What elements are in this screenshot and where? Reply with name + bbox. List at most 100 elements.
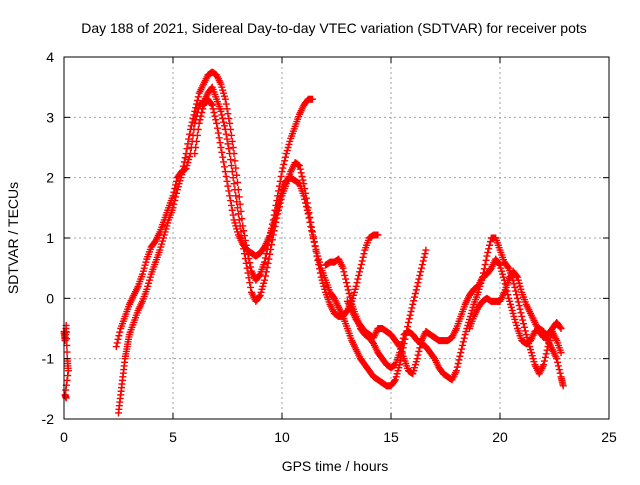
data-point [495,260,503,268]
data-point [414,279,422,287]
data-point [343,279,351,287]
data-point [273,207,281,215]
data-point [486,238,494,246]
data-point [228,206,236,214]
data-point [486,241,494,249]
data-point [196,116,204,124]
data-point [555,366,563,374]
data-point [112,343,120,351]
x-tick-label: 10 [274,429,290,445]
data-point [512,287,520,295]
x-axis-label: GPS time / hours [282,458,389,474]
data-point [229,144,237,151]
data-point [276,177,284,185]
data-point [272,211,280,219]
data-point [556,323,564,331]
data-point [255,271,263,279]
data-point [398,338,406,346]
data-point [453,363,461,371]
data-point [295,162,303,170]
data-point [172,177,180,185]
data-point [234,204,242,212]
data-point [227,131,235,139]
data-point [274,204,282,212]
data-point [417,340,425,348]
data-point [220,158,228,166]
data-point [419,257,427,265]
data-point [221,95,229,103]
data-point [232,192,240,200]
data-point [214,129,222,137]
data-point [261,272,269,280]
data-point [218,148,226,156]
x-tick-label: 0 [60,429,68,445]
data-point [300,192,308,200]
data-point [306,218,314,226]
data-point [455,356,463,364]
data-point [223,177,231,185]
data-point [458,345,466,353]
data-point [191,150,199,158]
data-point [226,119,234,127]
data-point [357,261,365,269]
data-point [559,382,567,390]
data-point [281,153,289,161]
data-point [459,341,467,349]
data-point [223,135,231,143]
data-point [406,311,414,319]
data-point [519,316,527,324]
data-point [229,174,237,182]
y-tick-label: 3 [46,109,54,125]
data-point [219,115,227,123]
data-point [420,253,428,261]
data-point [279,164,287,172]
data-point [222,130,230,138]
data-point [225,115,233,123]
data-point [170,200,178,208]
data-point [416,344,424,352]
data-point [263,264,271,272]
data-point [513,294,521,302]
data-point [554,358,562,366]
data-point [219,153,227,161]
data-point [297,169,305,177]
data-point [305,214,313,222]
data-point [242,259,250,267]
data-point [226,150,234,158]
data-point [261,254,269,262]
data-point [405,315,413,323]
data-point [231,186,239,194]
x-tick-label: 5 [169,429,177,445]
data-point [407,308,415,316]
data-point [193,96,201,104]
data-point [271,215,279,223]
series-trace-f [465,267,565,342]
data-point [557,349,565,357]
data-point [482,256,490,264]
data-point [261,258,269,266]
data-point [301,195,309,203]
data-point [308,227,316,235]
data-point [339,264,347,272]
data-point [414,351,422,359]
y-axis-label: SDTVAR / TECUs [5,182,21,294]
data-point [198,109,206,117]
data-point [275,200,283,208]
data-point [515,302,523,310]
data-point [540,357,548,365]
data-point [183,145,191,153]
data-point [231,157,239,165]
data-point [113,339,121,347]
data-point [481,261,489,269]
data-point [309,95,317,103]
data-point [415,347,423,355]
data-point [212,116,220,124]
data-point [296,165,304,173]
data-point [116,328,124,336]
data-point [266,250,274,258]
data-point [412,286,420,294]
data-point [247,283,255,291]
data-point [172,181,180,189]
data-point [353,279,361,287]
